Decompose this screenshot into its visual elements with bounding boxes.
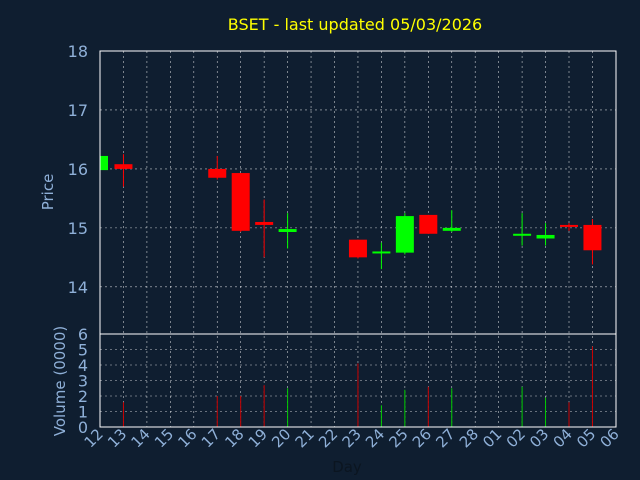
- candles: [99, 154, 602, 270]
- x-tick-label: 02: [503, 425, 529, 451]
- volume-bars: [122, 346, 593, 427]
- x-tick-label: 16: [174, 425, 200, 451]
- candle-body: [442, 227, 461, 231]
- price-tick-label: 17: [68, 101, 88, 120]
- x-tick-label: 05: [573, 425, 599, 451]
- candle-body: [513, 233, 532, 236]
- price-axis-label: Price: [39, 174, 57, 211]
- volume-tick-label: 0: [78, 418, 88, 437]
- x-tick-label: 24: [362, 425, 388, 451]
- x-tick-label: 15: [151, 425, 177, 451]
- x-tick-label: 20: [268, 425, 294, 451]
- x-tick-label: 19: [245, 425, 271, 451]
- volume-tick-label: 3: [78, 372, 88, 391]
- x-tick-label: 04: [550, 425, 576, 451]
- candle-body: [419, 214, 438, 234]
- volume-tick-label: 5: [78, 341, 88, 360]
- chart-title: BSET - last updated 05/03/2026: [228, 15, 482, 34]
- candle-body: [348, 239, 367, 258]
- candle-body: [208, 168, 227, 178]
- candle-body: [114, 164, 133, 169]
- candle-body: [372, 251, 391, 254]
- x-tick-label: 18: [221, 425, 247, 451]
- volume-tick-label: 1: [78, 403, 88, 422]
- x-tick-label: 22: [315, 425, 341, 451]
- candle-body: [231, 173, 250, 231]
- volume-tick-label: 2: [78, 387, 88, 406]
- x-tick-label: 26: [409, 425, 435, 451]
- x-tick-label: 25: [385, 425, 411, 451]
- candle-body: [100, 155, 108, 171]
- axes: 1415161718012345612131415161718192021222…: [68, 42, 623, 451]
- x-tick-label: 21: [292, 425, 318, 451]
- price-tick-label: 18: [68, 42, 88, 61]
- x-tick-label: 06: [596, 425, 622, 451]
- x-tick-label: 17: [198, 425, 224, 451]
- candle-body: [583, 224, 602, 251]
- price-tick-label: 14: [68, 278, 88, 297]
- volume-tick-label: 4: [78, 356, 88, 375]
- candle-body: [278, 229, 297, 233]
- candle-body: [395, 216, 414, 253]
- volume-tick-label: 6: [78, 325, 88, 344]
- x-tick-label: 23: [339, 425, 365, 451]
- x-tick-label: 13: [104, 425, 130, 451]
- x-tick-label: 03: [526, 425, 552, 451]
- x-tick-label: 01: [479, 425, 505, 451]
- volume-axis-label: Volume (0000): [51, 326, 69, 436]
- price-tick-label: 16: [68, 160, 88, 179]
- x-tick-label: 27: [432, 425, 458, 451]
- x-tick-label: 14: [127, 425, 153, 451]
- candle-body: [560, 224, 578, 227]
- price-tick-label: 15: [68, 219, 88, 238]
- grid-layer: [100, 51, 616, 427]
- volume-panel-border: [99, 333, 617, 428]
- x-tick-label: 28: [456, 425, 482, 451]
- candle-body: [255, 221, 274, 225]
- x-axis-label: Day: [332, 458, 362, 476]
- candle-body: [536, 234, 555, 239]
